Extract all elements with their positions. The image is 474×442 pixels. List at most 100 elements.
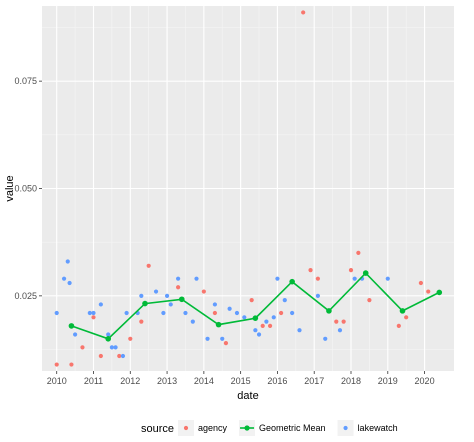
- agency-point: [54, 362, 59, 367]
- lakewatch-point: [352, 276, 357, 281]
- lakewatch-point: [264, 319, 269, 324]
- lakewatch-point: [275, 276, 280, 281]
- y-tick-label: 0.075: [14, 76, 37, 86]
- lakewatch-point: [234, 310, 240, 316]
- x-tick-label: 2019: [378, 376, 398, 386]
- lakewatch-point: [205, 336, 210, 341]
- agency-point: [98, 353, 103, 359]
- lakewatch-point: [106, 332, 111, 337]
- y-tick-label: 0.025: [14, 291, 37, 301]
- lakewatch-point: [91, 310, 96, 316]
- legend: source agency Geometric Mean lakewatch: [141, 420, 398, 436]
- x-tick-label: 2013: [157, 376, 177, 386]
- lakewatch-point: [290, 310, 295, 316]
- agency-point: [176, 285, 181, 290]
- Geometric Mean-point: [436, 289, 443, 296]
- lakewatch-point: [109, 345, 114, 350]
- lakewatch-point: [54, 310, 59, 316]
- lakewatch-point: [61, 276, 67, 281]
- lakewatch-point: [124, 310, 129, 316]
- agency-point: [404, 315, 409, 320]
- y-axis-title: value: [4, 175, 16, 201]
- agency-point: [117, 353, 122, 359]
- lakewatch-point: [87, 310, 92, 316]
- agency-point: [301, 10, 306, 15]
- x-tick-label: 2012: [120, 376, 140, 386]
- legend-key-point: [183, 425, 189, 431]
- lakewatch-point: [194, 276, 199, 281]
- Geometric Mean-point: [289, 278, 295, 285]
- x-tick-label: 2017: [304, 376, 324, 386]
- agency-point: [223, 340, 229, 346]
- agency-point: [367, 298, 372, 303]
- lakewatch-point: [113, 345, 118, 350]
- agency-point: [80, 345, 85, 350]
- agency-point: [396, 323, 401, 329]
- lakewatch-point: [212, 302, 217, 307]
- x-tick-label: 2018: [341, 376, 361, 386]
- lakewatch-point: [120, 353, 126, 359]
- Geometric Mean-point: [399, 308, 406, 314]
- agency-point: [267, 323, 273, 329]
- agency-point: [356, 250, 361, 256]
- Geometric Mean-point: [178, 296, 185, 303]
- Geometric Mean-point: [105, 335, 112, 342]
- lakewatch-point: [253, 328, 258, 333]
- lakewatch-point: [67, 280, 72, 286]
- lakewatch-point: [337, 328, 343, 333]
- lakewatch-point: [323, 336, 328, 341]
- agency-point: [418, 280, 423, 286]
- grid-lines: [42, 6, 454, 371]
- lakewatch-point: [176, 276, 181, 281]
- lakewatch-point: [227, 306, 232, 311]
- lakewatch-point: [153, 289, 159, 294]
- x-tick-label: 2010: [47, 376, 67, 386]
- lakewatch-point: [65, 259, 70, 264]
- legend-key-point: [244, 425, 250, 431]
- x-tick-label: 2015: [231, 376, 251, 386]
- Geometric Mean-point: [215, 321, 222, 328]
- x-axis-title: date: [237, 390, 258, 402]
- lakewatch-point: [315, 293, 320, 298]
- x-tick-label: 2020: [415, 376, 435, 386]
- agency-point: [146, 263, 151, 268]
- lakewatch-point: [168, 302, 173, 307]
- y-axis-ticks: 0.025 0.050 0.075: [14, 76, 42, 301]
- agency-point: [139, 319, 144, 324]
- agency-point: [212, 310, 217, 316]
- Geometric Mean-point: [326, 308, 332, 314]
- x-tick-label: 2014: [194, 376, 214, 386]
- agency-point: [348, 267, 354, 273]
- agency-point: [334, 319, 339, 324]
- legend-label: lakewatch: [358, 423, 398, 433]
- Geometric Mean-point: [252, 315, 259, 321]
- agency-point: [315, 276, 320, 281]
- agency-point: [341, 319, 346, 324]
- lakewatch-point: [297, 328, 302, 333]
- lakewatch-point: [183, 310, 188, 316]
- Geometric Mean-point: [362, 270, 369, 276]
- data-marks: [54, 10, 443, 367]
- agency-point: [69, 362, 74, 367]
- agency-point: [260, 323, 265, 329]
- agency-point: [91, 315, 96, 320]
- lakewatch-point: [242, 315, 247, 320]
- lakewatch-point: [190, 319, 195, 324]
- Geometric Mean-point: [142, 300, 148, 307]
- lakewatch-point: [385, 276, 390, 281]
- lakewatch-point: [164, 293, 170, 298]
- lakewatch-point: [73, 332, 78, 337]
- legend-label: agency: [198, 423, 228, 433]
- lakewatch-point: [220, 336, 225, 341]
- x-tick-label: 2011: [84, 376, 103, 386]
- agency-point: [308, 267, 313, 273]
- legend-title: source: [141, 423, 174, 435]
- legend-label: Geometric Mean: [259, 423, 326, 433]
- lakewatch-point: [161, 310, 166, 316]
- legend-key-point: [343, 425, 348, 431]
- agency-point: [279, 310, 284, 316]
- y-tick-label: 0.050: [14, 184, 37, 194]
- lakewatch-point: [98, 302, 103, 307]
- lakewatch-point: [271, 315, 276, 320]
